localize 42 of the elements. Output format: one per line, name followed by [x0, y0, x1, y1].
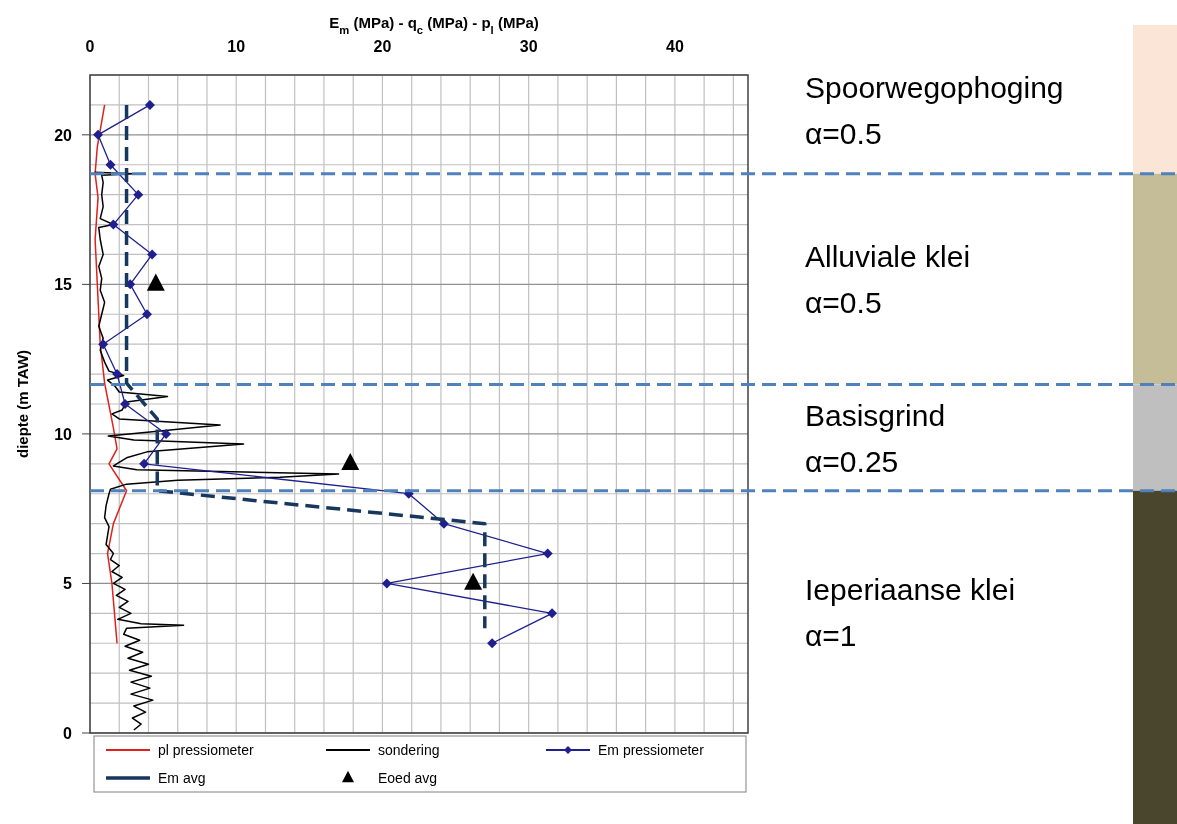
y-tick-label: 5	[63, 575, 73, 593]
x-axis-title: E$_{m}$ (MPa) - q$_{c}$ (MPa) - p$_{l}$ (MPa)	[329, 14, 539, 36]
point	[120, 399, 131, 409]
legend-label: Eoed avg	[378, 770, 438, 786]
point	[381, 578, 392, 589]
line-series	[93, 171, 340, 731]
x-tick-label: 20	[373, 38, 392, 55]
y-tick-label: 15	[54, 276, 73, 294]
legend-label: sondering	[378, 742, 440, 758]
point	[161, 428, 172, 439]
text: Alluviale klei α=0.5	[805, 240, 971, 320]
point	[341, 453, 360, 471]
y-tick-label: 10	[54, 425, 73, 443]
point	[112, 369, 123, 380]
line-series	[124, 103, 487, 631]
text: Basisgrind α=0.25	[805, 398, 946, 478]
x-tick-label: 40	[665, 38, 684, 55]
point	[542, 548, 553, 559]
point	[139, 458, 150, 469]
x-tick-label: 10	[227, 38, 246, 55]
point	[144, 99, 155, 110]
y-tick-label: 0	[63, 725, 73, 742]
legend-label: pl pressiometer	[158, 742, 255, 758]
point	[98, 339, 109, 350]
legend-label: Em pressiometer	[598, 742, 705, 758]
text: Ieperiaanse klei α=1	[805, 572, 1016, 652]
point	[108, 219, 119, 230]
point	[487, 638, 498, 649]
legend-label: Em avg	[158, 770, 206, 786]
text: Spoorwegophoging α=0.5	[805, 71, 1064, 150]
x-tick-label: 30	[519, 38, 538, 55]
point	[142, 309, 153, 320]
line-series	[94, 104, 128, 645]
point	[105, 159, 116, 170]
y-tick-label: 20	[54, 126, 73, 144]
point	[93, 129, 104, 140]
point	[147, 249, 158, 260]
y-axis-title: diepte (m TAW)	[14, 349, 31, 459]
point	[133, 189, 144, 200]
x-tick-label: 0	[85, 38, 95, 55]
point	[547, 608, 558, 619]
point	[438, 518, 449, 529]
